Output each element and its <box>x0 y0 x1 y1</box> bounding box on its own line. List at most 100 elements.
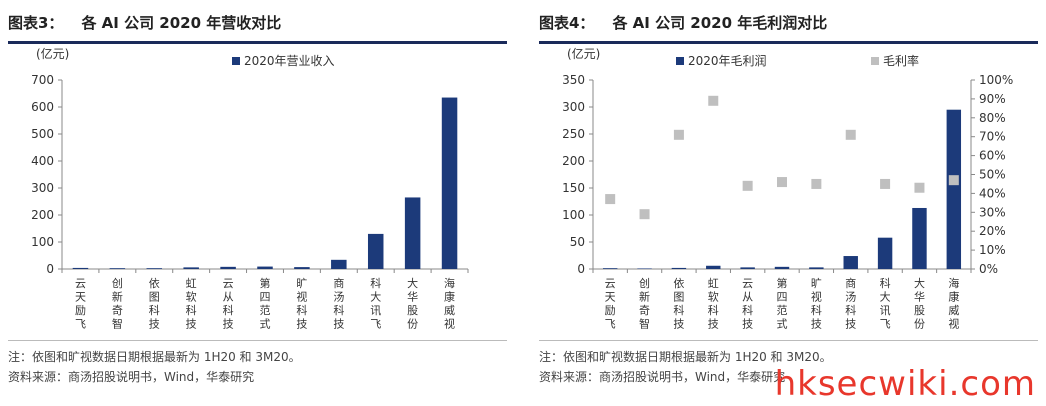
y-tick-label: 300 <box>562 100 585 114</box>
y-axis-unit: (亿元) <box>567 46 600 61</box>
legend-label: 2020年营业收入 <box>244 54 335 68</box>
y-tick-label: 350 <box>562 73 585 87</box>
y2-tick-label: 70% <box>979 130 1006 144</box>
x-tick-label: 依图科技 <box>149 277 160 331</box>
bar <box>740 267 755 269</box>
y-tick-label: 50 <box>570 235 585 249</box>
y2-tick-label: 100% <box>979 73 1013 87</box>
x-tick-label: 创新奇智 <box>112 277 123 331</box>
y-tick-label: 300 <box>31 181 54 195</box>
margin-marker <box>742 180 753 191</box>
chart-title: 图表3： 各 AI 公司 2020 年营收对比 <box>8 12 507 44</box>
x-tick-label: 云从科技 <box>742 277 753 331</box>
bar <box>257 266 273 269</box>
y2-tick-label: 60% <box>979 149 1006 163</box>
chart-title: 图表4： 各 AI 公司 2020 年毛利润对比 <box>539 12 1038 44</box>
bar <box>877 237 893 269</box>
margin-marker <box>639 209 650 220</box>
margin-marker <box>708 95 719 106</box>
margin-marker <box>777 177 787 188</box>
gross-profit-chart-panel: 图表4： 各 AI 公司 2020 年毛利润对比 (亿元) 2020年毛利润 毛利率 0… <box>531 0 1046 406</box>
x-tick-label: 依图科技 <box>673 277 684 331</box>
chart-source: 资料来源：商汤招股说明书，Wind，华泰研究 <box>539 370 786 384</box>
bar <box>441 97 458 269</box>
x-tick-label: 科大讯飞 <box>370 276 381 331</box>
bar <box>404 197 421 269</box>
margin-marker <box>811 178 822 189</box>
y-tick-label: 600 <box>31 100 54 114</box>
y2-tick-label: 20% <box>979 224 1006 238</box>
x-tick-label: 海康威视 <box>948 276 959 331</box>
y-tick-label: 250 <box>562 127 585 141</box>
y2-tick-label: 10% <box>979 243 1006 257</box>
chart-note: 注：依图和旷视数据日期根据最新为 1H20 和 3M20。 <box>539 350 832 364</box>
legend-label: 2020年毛利润 <box>688 54 767 68</box>
x-tick-label: 商汤科技 <box>333 276 344 331</box>
bar <box>367 233 384 269</box>
bar <box>946 109 962 269</box>
bar <box>220 266 236 269</box>
legend-swatch-bar <box>232 57 240 65</box>
bar <box>146 268 163 269</box>
y-tick-label: 200 <box>31 208 54 222</box>
y-tick-label: 400 <box>31 154 54 168</box>
bar <box>183 267 199 269</box>
margin-marker <box>914 182 925 193</box>
y2-tick-label: 40% <box>979 186 1006 200</box>
y-tick-label: 700 <box>31 73 54 87</box>
legend-swatch-bar <box>676 57 684 65</box>
chart-footer: 注：依图和旷视数据日期根据最新为 1H20 和 3M20。 资料来源：商汤招股说… <box>8 340 507 387</box>
x-tick-label: 大华股份 <box>914 276 925 331</box>
bar <box>637 268 652 269</box>
bar <box>912 207 927 269</box>
y-tick-label: 100 <box>31 235 54 249</box>
x-tick-label: 商汤科技 <box>845 276 856 331</box>
figure-number: 图表3： <box>8 14 64 32</box>
figure-title: 各 AI 公司 2020 年毛利润对比 <box>612 14 828 32</box>
y2-tick-label: 0% <box>979 262 998 276</box>
bar <box>602 268 618 269</box>
x-tick-label: 旷视科技 <box>296 276 307 331</box>
bar <box>294 267 310 269</box>
bar <box>843 256 858 269</box>
x-tick-label: 创新奇智 <box>639 277 650 331</box>
chart-footer: 注：依图和旷视数据日期根据最新为 1H20 和 3M20。 资料来源：商汤招股说… <box>539 340 1038 387</box>
bar <box>809 267 824 269</box>
x-tick-label: 第四范式 <box>777 276 788 331</box>
y-tick-label: 100 <box>562 208 585 222</box>
y-tick-label: 0 <box>46 262 54 276</box>
y-tick-label: 0 <box>577 262 585 276</box>
figure-title: 各 AI 公司 2020 年营收对比 <box>81 14 282 32</box>
bar <box>706 265 721 269</box>
x-tick-label: 第四范式 <box>260 276 271 331</box>
chart-note: 注：依图和旷视数据日期根据最新为 1H20 和 3M20。 <box>8 350 301 364</box>
y2-tick-label: 80% <box>979 111 1006 125</box>
margin-marker <box>845 129 856 140</box>
y2-tick-label: 50% <box>979 168 1006 182</box>
margin-marker <box>673 129 684 140</box>
revenue-chart-panel: 图表3： 各 AI 公司 2020 年营收对比 (亿元) 2020年营业收入 0 100… <box>0 0 515 406</box>
bar <box>331 259 347 269</box>
y-tick-label: 200 <box>562 154 585 168</box>
x-tick-label: 虹软科技 <box>708 277 719 331</box>
x-tick-label: 大华股份 <box>407 276 418 331</box>
x-tick-label: 虹软科技 <box>186 277 197 331</box>
y-tick-label: 500 <box>31 127 54 141</box>
x-tick-label: 云天励飞 <box>75 277 86 331</box>
x-tick-label: 海康威视 <box>444 276 455 331</box>
y2-tick-label: 90% <box>979 92 1006 106</box>
watermark: hksecwiki.com <box>774 364 1036 404</box>
y-axis-unit: (亿元) <box>36 46 69 61</box>
y2-tick-label: 30% <box>979 205 1006 219</box>
legend-swatch-marker <box>871 57 879 65</box>
bar <box>671 267 687 269</box>
legend-label: 毛利率 <box>883 53 919 68</box>
bar <box>109 268 126 269</box>
margin-marker <box>605 194 616 205</box>
x-tick-label: 云天励飞 <box>605 277 616 331</box>
x-tick-label: 云从科技 <box>223 277 234 331</box>
margin-marker <box>880 178 891 189</box>
chart-source: 资料来源：商汤招股说明书，Wind，华泰研究 <box>8 370 255 384</box>
revenue-bar-chart: (亿元) 2020年营业收入 0 100 200 300 400 500 600 700 云天励飞 创… <box>31 46 469 331</box>
figure-number: 图表4： <box>539 14 595 32</box>
